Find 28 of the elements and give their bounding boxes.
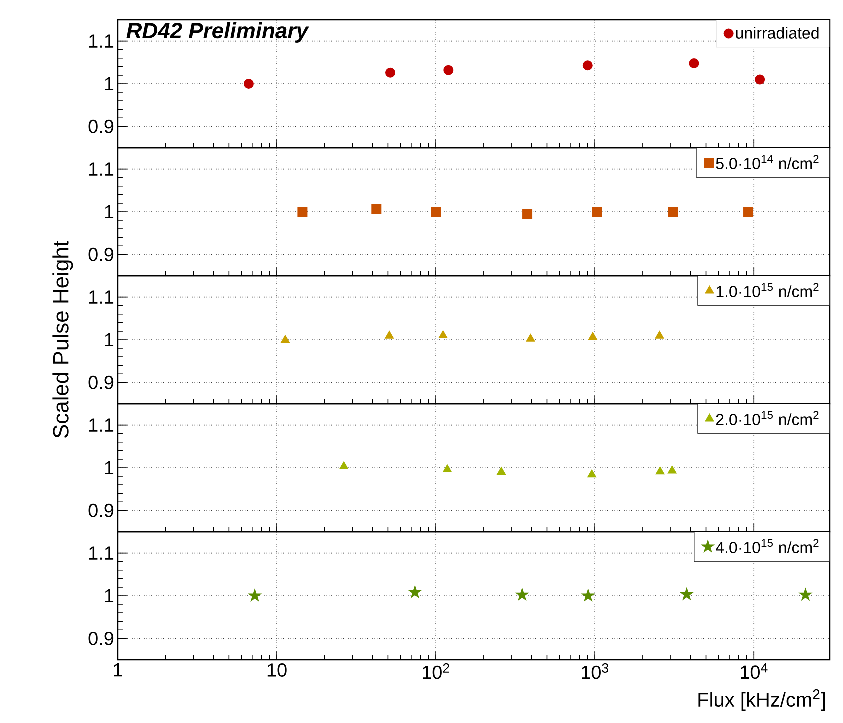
y-tick-label: 1.1 xyxy=(90,162,114,176)
legend-label: 2.0·10$^{15}$ n/cm$^{2}$ xyxy=(716,411,819,426)
y-tick-label: 1.1 xyxy=(90,290,114,304)
y-tick-label: 0.9 xyxy=(88,120,114,134)
y-tick-label: 1.1 xyxy=(90,418,114,432)
y-tick-label: 1 xyxy=(105,205,114,219)
x-tick-label: 10 xyxy=(268,664,287,677)
y-tick-label: 1 xyxy=(105,461,114,475)
y-tick-label: 1 xyxy=(105,77,114,91)
y-tick-label: 1 xyxy=(105,333,114,347)
annotation: RD42 Preliminary xyxy=(126,22,310,43)
y-tick-label: 1.1 xyxy=(90,546,114,560)
legend-label: unirradiated xyxy=(736,27,819,39)
legend-label: 1.0·10$^{15}$ n/cm$^{2}$ xyxy=(716,283,819,298)
y-tick-label: 1.1 xyxy=(90,34,114,48)
y-tick-label: 0.9 xyxy=(88,248,114,262)
x-tick-label: 10$^{3}$ xyxy=(582,664,609,680)
y-tick-label: 0.9 xyxy=(88,504,114,518)
x-tick-label: 10$^{2}$ xyxy=(422,664,450,680)
y-axis-title: Scaled Pulse Height xyxy=(52,241,74,438)
x-axis-title: Flux [kHz/cm$^{2}$] xyxy=(698,690,826,711)
y-tick-label: 0.9 xyxy=(88,376,114,390)
legend-label: 4.0·10$^{15}$ n/cm$^{2}$ xyxy=(716,539,819,554)
legend-label: 5.0·10$^{14}$ n/cm$^{2}$ xyxy=(716,155,819,170)
x-tick-label: 10$^{4}$ xyxy=(741,664,768,680)
y-tick-label: 1 xyxy=(105,589,114,603)
x-tick-label: 1 xyxy=(114,664,122,677)
y-tick-label: 0.9 xyxy=(88,632,114,646)
